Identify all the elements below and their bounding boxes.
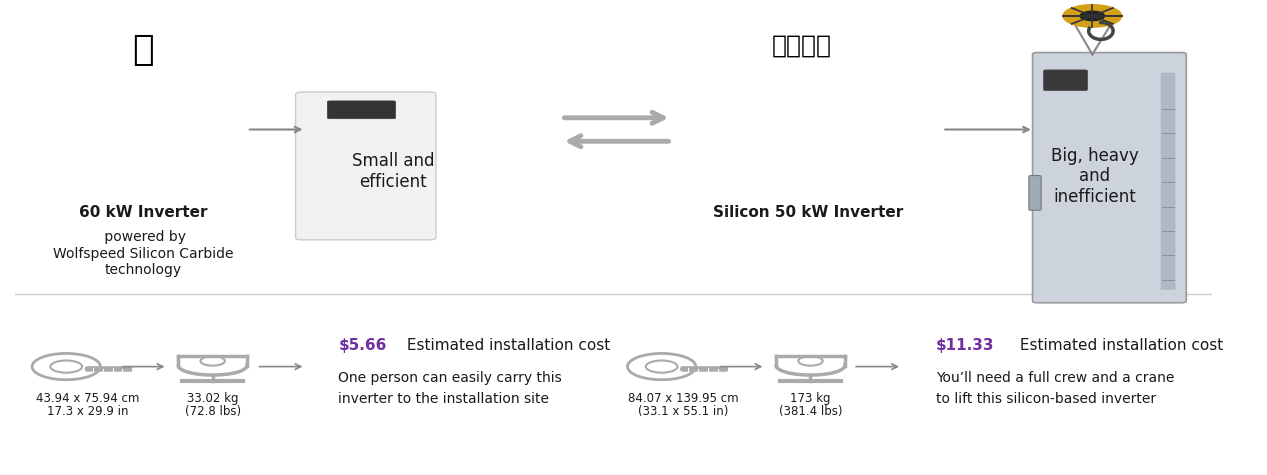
Text: $5.66: $5.66 [338,338,386,353]
Text: 33.02 kg: 33.02 kg [188,392,238,406]
FancyBboxPatch shape [1161,73,1176,290]
Text: (381.4 lbs): (381.4 lbs) [779,405,843,418]
Text: 60 kW Inverter: 60 kW Inverter [79,205,208,219]
Text: 84.07 x 139.95 cm: 84.07 x 139.95 cm [628,392,739,406]
Text: You’ll need a full crew and a crane
to lift this silicon-based inverter: You’ll need a full crew and a crane to l… [936,371,1175,406]
Text: Big, heavy
and
inefficient: Big, heavy and inefficient [1050,147,1139,206]
Text: powered by
Wolfspeed Silicon Carbide
technology: powered by Wolfspeed Silicon Carbide tec… [53,230,233,277]
FancyBboxPatch shape [1044,70,1087,91]
Text: 👷: 👷 [132,33,153,67]
Text: 👷👷👷👷: 👷👷👷👷 [772,33,832,57]
Text: Small and
efficient: Small and efficient [352,152,435,191]
Circle shape [1063,5,1121,27]
Text: Silicon 50 kW Inverter: Silicon 50 kW Inverter [713,205,903,219]
Text: Estimated installation cost: Estimated installation cost [402,338,609,353]
Text: $11.33: $11.33 [936,338,995,353]
FancyBboxPatch shape [1033,53,1186,303]
Text: One person can easily carry this
inverter to the installation site: One person can easily carry this inverte… [338,371,563,406]
Text: 43.94 x 75.94 cm: 43.94 x 75.94 cm [37,392,139,406]
Text: (72.8 lbs): (72.8 lbs) [185,405,241,418]
Text: (33.1 x 55.1 in): (33.1 x 55.1 in) [639,405,729,418]
Text: 17.3 x 29.9 in: 17.3 x 29.9 in [47,405,129,418]
FancyBboxPatch shape [295,92,436,240]
FancyBboxPatch shape [327,101,395,119]
Circle shape [1081,11,1105,20]
FancyBboxPatch shape [1029,176,1041,210]
Text: 173 kg: 173 kg [791,392,831,406]
Text: Estimated installation cost: Estimated installation cost [1015,338,1224,353]
